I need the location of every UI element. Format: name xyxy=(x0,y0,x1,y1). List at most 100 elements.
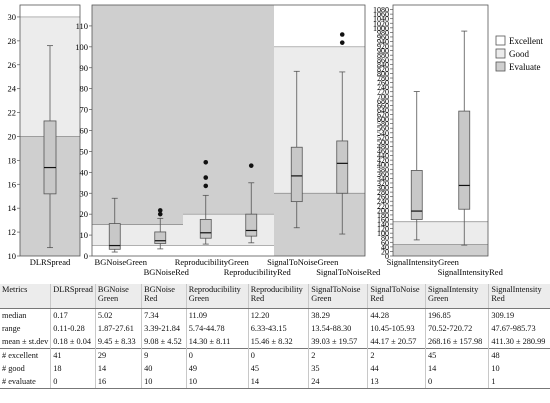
y-tick-label-280: 280 xyxy=(377,188,389,197)
y-tick-label-22: 22 xyxy=(8,108,17,118)
y-tick-label-26: 26 xyxy=(8,60,17,70)
table-cell: 13 xyxy=(367,375,426,389)
legend-swatch-evaluate xyxy=(495,61,506,72)
x-label-bgnoisegreen: BGNoiseGreen xyxy=(95,257,148,267)
x-label-bgnoisered: BGNoiseRed xyxy=(144,267,190,277)
y-tick-label-980: 980 xyxy=(377,28,389,37)
table-cell: 38.29 xyxy=(308,308,368,322)
x-label-signaltonoisered: SignalToNoiseRed xyxy=(316,267,381,277)
row-label: # evaluate xyxy=(0,375,51,389)
table-cell: 0 xyxy=(424,375,489,389)
y-tick-label-700: 700 xyxy=(377,92,389,101)
y-tick-label-10: 10 xyxy=(80,230,89,240)
table-cell: 7.34 xyxy=(141,308,187,322)
band-excellent-group-2 xyxy=(183,245,274,256)
y-tick-label-1000: 1000 xyxy=(373,24,389,33)
table-cell: 196.85 xyxy=(424,308,489,322)
table-cell: 9.45 ± 8.33 xyxy=(94,335,142,349)
table-cell: 35 xyxy=(308,362,368,375)
box-reproducibilityred xyxy=(245,213,258,237)
y-tick-label-30: 30 xyxy=(80,188,89,198)
outlier-signaltonoisered-2 xyxy=(339,32,345,37)
y-tick-label-860: 860 xyxy=(377,56,389,65)
y-tick-label-900: 900 xyxy=(377,47,389,56)
y-tick-label-110: 110 xyxy=(76,21,88,31)
table-cell: 10 xyxy=(185,375,249,389)
legend-swatch-excellent xyxy=(495,35,506,46)
table-cell: 0 xyxy=(247,348,309,362)
legend-label-evaluate: Evaluate xyxy=(509,62,540,72)
band-excellent-group-3 xyxy=(274,5,365,47)
y-tick-label-540: 540 xyxy=(377,129,389,138)
y-tick-label-460: 460 xyxy=(377,147,389,156)
y-tick-label-1040: 1040 xyxy=(373,15,389,24)
y-tick-label-60: 60 xyxy=(80,126,89,136)
band-evaluate-group-1 xyxy=(92,5,183,225)
table-cell: 14 xyxy=(424,362,489,375)
y-tick-label-580: 580 xyxy=(377,120,389,129)
table-cell: 268.16 ± 157.98 xyxy=(424,335,489,349)
table-cell: 48 xyxy=(488,348,550,362)
box-signaltonoisegreen xyxy=(290,146,303,203)
y-tick-label-40: 40 xyxy=(381,243,389,252)
column-header-signalintensity-green: SignalIntensity Green xyxy=(424,284,489,309)
table-cell: 16 xyxy=(94,375,142,389)
y-tick-label-320: 320 xyxy=(377,179,389,188)
table-cell: 13.54-88.30 xyxy=(308,322,368,335)
column-header-signalintensity-red: SignalIntensity Red xyxy=(488,284,550,309)
band-good xyxy=(393,221,488,245)
band-good-group-1 xyxy=(92,224,183,246)
legend: Excellent Good Evaluate xyxy=(495,35,543,72)
y-tick-label-40: 40 xyxy=(80,167,89,177)
row-label: # good xyxy=(2,364,25,373)
row-label: median xyxy=(2,311,27,320)
y-tick-label-100: 100 xyxy=(75,42,88,52)
table-row--good: # good 18 14 40 49 45 35 44 14 10 xyxy=(0,362,550,375)
column-header-signaltonoise-green: SignalToNoise Green xyxy=(308,284,368,309)
y-tick-label-500: 500 xyxy=(377,138,389,147)
column-header-bgnoise-red: BGNoise Red xyxy=(141,284,187,309)
band-evaluate-group-3 xyxy=(274,193,365,256)
y-tick-label-28: 28 xyxy=(8,36,17,46)
band-good-group-3 xyxy=(274,46,365,194)
table-cell: 2 xyxy=(367,348,426,362)
table-row-range: range 0.11-0.28 1.87-27.61 3.39-21.84 5.74-4… xyxy=(0,322,550,335)
table-cell: 44 xyxy=(367,362,426,375)
table-cell: 10.45-105.93 xyxy=(367,322,426,335)
y-tick-label-560: 560 xyxy=(377,124,389,133)
y-tick-label-70: 70 xyxy=(80,105,89,115)
y-tick-label-260: 260 xyxy=(377,193,389,202)
y-tick-label-600: 600 xyxy=(377,115,389,124)
y-tick-label-10: 10 xyxy=(8,251,17,261)
plot-frame xyxy=(19,4,81,257)
outlier-reproducibilitygreen-3 xyxy=(203,159,209,165)
table-row-mean-st-dev: mean ± st.dev 0.18 ± 0.04 9.45 ± 8.33 9.08 … xyxy=(0,335,550,349)
table-cell: 10 xyxy=(141,375,187,389)
table-row-median: median 0.17 5.02 7.34 11.09 12.20 38.29 44.28 19… xyxy=(0,308,550,322)
table-cell: 47.67-985.73 xyxy=(488,322,550,335)
y-tick-label-800: 800 xyxy=(377,69,389,78)
legend-swatch-good xyxy=(495,48,506,59)
row-label: mean ± st.dev xyxy=(2,337,49,346)
y-tick-label-90: 90 xyxy=(80,63,89,73)
y-tick-label-740: 740 xyxy=(377,83,389,92)
column-header-bgnoise-green: BGNoise Green xyxy=(94,284,142,309)
y-tick-label-0: 0 xyxy=(385,252,389,261)
y-tick-label-20: 20 xyxy=(381,247,389,256)
y-tick-label-1020: 1020 xyxy=(373,19,389,28)
column-header-dlrspread: DLRSpread xyxy=(50,284,96,309)
table-cell: 41 xyxy=(50,348,96,362)
table-cell: 24 xyxy=(308,375,368,389)
y-tick-label-340: 340 xyxy=(377,174,389,183)
table-cell: 0 xyxy=(50,375,96,389)
box-bgnoisegreen xyxy=(108,223,121,250)
table-cell: 2 xyxy=(308,348,368,362)
outlier-bgnoisered-1 xyxy=(157,211,163,217)
y-tick-label-400: 400 xyxy=(377,161,389,170)
y-tick-label-620: 620 xyxy=(377,111,389,120)
y-tick-label-160: 160 xyxy=(377,215,389,224)
table-cell: 9.08 ± 4.52 xyxy=(141,335,187,349)
column-header-reproducibility-green: Reproducibility Green xyxy=(185,284,249,309)
band-excellent xyxy=(393,5,488,222)
